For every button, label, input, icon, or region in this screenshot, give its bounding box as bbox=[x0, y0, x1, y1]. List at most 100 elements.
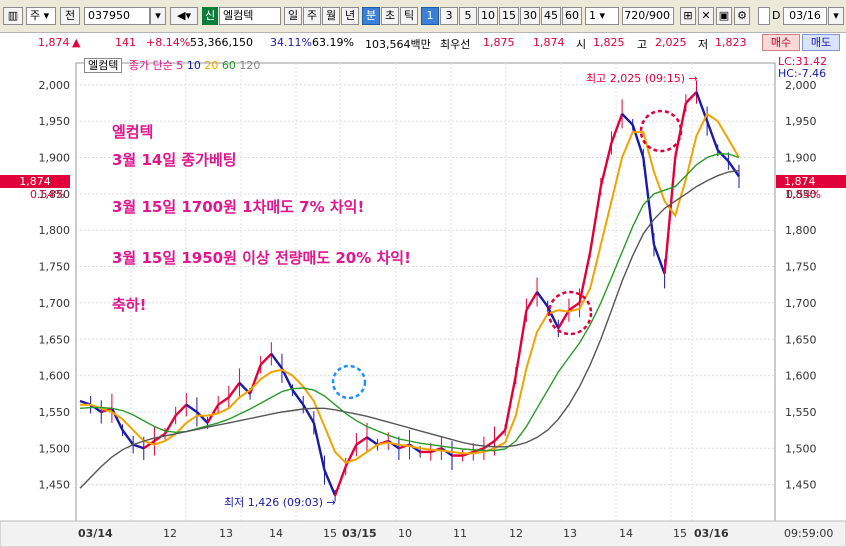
low-value: 1,823 bbox=[715, 36, 747, 49]
type-select[interactable]: 주 ▾ bbox=[26, 7, 56, 25]
y-tick-left-7: 1,800 bbox=[39, 224, 71, 237]
bid-value: 1,874 bbox=[533, 36, 565, 49]
sell-button[interactable]: 매도 bbox=[802, 34, 840, 51]
y-tick-left-0: 1,450 bbox=[39, 479, 71, 492]
price-segment-60 bbox=[705, 120, 719, 151]
price-segment-61 bbox=[716, 149, 730, 162]
up-arrow-icon: ▲ bbox=[72, 36, 81, 49]
date-checkbox[interactable] bbox=[758, 7, 770, 25]
code-input[interactable]: 037950 bbox=[84, 7, 150, 25]
price-segment-62 bbox=[727, 160, 740, 178]
open-label: 시 bbox=[576, 38, 587, 51]
x-label-3: 14 bbox=[269, 527, 283, 540]
count-display[interactable]: 720/900 bbox=[622, 7, 674, 25]
price-segment-15 bbox=[227, 382, 241, 399]
legend-ma20: 20 bbox=[204, 59, 219, 72]
interval-15[interactable]: 15 bbox=[499, 7, 519, 25]
stock-name-field[interactable]: 엘컴텍 bbox=[219, 7, 281, 25]
layout-icon[interactable]: ▥ bbox=[3, 7, 23, 25]
settings-icon[interactable]: ⚙ bbox=[734, 7, 750, 25]
volume-value: 53,366,150 bbox=[190, 36, 253, 49]
crosshair-icon[interactable]: ✕ bbox=[698, 7, 714, 25]
lc-value: LC:31.42 bbox=[778, 55, 828, 68]
market-tag: 신 bbox=[202, 7, 218, 25]
note-line-4: 3월 15일 1950원 이상 전량매도 20% 차익! bbox=[112, 249, 411, 267]
note-line-3: 3월 15일 1700원 1차매도 7% 차익! bbox=[112, 198, 365, 216]
note-line-1: 엘컴텍 bbox=[112, 123, 154, 141]
buy-button[interactable]: 매수 bbox=[762, 34, 800, 51]
y-tick-right-2: 1,550 bbox=[785, 406, 817, 419]
calendar-icon[interactable]: ▾ bbox=[828, 7, 844, 25]
tab-minute[interactable]: 분 bbox=[362, 7, 380, 25]
y-tick-right-5: 1,700 bbox=[785, 297, 817, 310]
price-segment-39 bbox=[483, 440, 496, 450]
tab-year[interactable]: 년 bbox=[341, 7, 359, 25]
x-label-5: 03/15 bbox=[342, 527, 377, 540]
sell-circle-1 bbox=[547, 290, 593, 336]
price-segment-19 bbox=[270, 353, 283, 370]
speaker-icon[interactable]: ◀▾ bbox=[170, 7, 198, 25]
candle-icon[interactable]: ⊞ bbox=[680, 7, 696, 25]
tab-day[interactable]: 일 bbox=[284, 7, 302, 25]
interval-30[interactable]: 30 bbox=[520, 7, 540, 25]
price-segment-22 bbox=[302, 404, 315, 424]
y-tick-right-1: 1,500 bbox=[785, 442, 817, 455]
quote-bar: 1,874 ▲ 141 +8.14% 53,366,150 34.11% 63.… bbox=[0, 33, 846, 54]
x-label-4: 15 bbox=[323, 527, 337, 540]
price-segment-23 bbox=[312, 422, 326, 471]
price-segment-54 bbox=[642, 157, 656, 245]
date-input[interactable]: 03/16 bbox=[783, 7, 827, 25]
price-segment-49 bbox=[589, 186, 603, 253]
y-tick-right-8: 1,850 bbox=[785, 188, 817, 201]
price-chart: 1,450 1,450 1,500 1,500 1,550 1,550 1,600 1,600… bbox=[0, 62, 846, 547]
price-segment-47 bbox=[568, 301, 581, 312]
price-segment-53 bbox=[631, 124, 645, 158]
time-label: 09:59:00 bbox=[784, 527, 834, 540]
y-tick-left-11: 2,000 bbox=[39, 79, 71, 92]
y-tick-left-9: 1,900 bbox=[39, 152, 71, 165]
tab-week[interactable]: 주 bbox=[303, 7, 321, 25]
multiplier-select[interactable]: 1 ▾ bbox=[585, 7, 619, 25]
price-segment-27 bbox=[355, 436, 368, 446]
price-segment-40 bbox=[493, 429, 507, 442]
price-segment-7 bbox=[143, 440, 156, 450]
interval-5[interactable]: 5 bbox=[459, 7, 477, 25]
price-segment-10 bbox=[174, 403, 188, 417]
legend-ma60: 60 bbox=[221, 59, 236, 72]
x-label-0: 03/14 bbox=[78, 527, 113, 540]
price-segment-46 bbox=[557, 309, 570, 329]
current-price-tag-left: 1,874 bbox=[0, 175, 70, 188]
save-icon[interactable]: ▣ bbox=[716, 7, 732, 25]
y-tick-right-7: 1,800 bbox=[785, 224, 817, 237]
x-label-9: 13 bbox=[563, 527, 577, 540]
interval-10[interactable]: 10 bbox=[478, 7, 498, 25]
price-segment-12 bbox=[196, 411, 209, 424]
price-segment-55 bbox=[652, 244, 666, 275]
type-label: 주 bbox=[30, 9, 41, 22]
ma-line-60 bbox=[79, 169, 740, 489]
interval-1[interactable]: 1 bbox=[421, 7, 439, 25]
price-segment-41 bbox=[503, 375, 517, 431]
y-tick-left-4: 1,650 bbox=[39, 333, 71, 346]
prev-button[interactable]: 전 bbox=[60, 7, 80, 25]
price-segment-57 bbox=[674, 102, 688, 158]
tab-tick[interactable]: 틱 bbox=[400, 7, 418, 25]
vol-ratio: 63.19% bbox=[312, 36, 354, 49]
price-segment-18 bbox=[259, 352, 273, 366]
high-note: 최고 2,025 (09:15) → bbox=[586, 72, 698, 85]
legend-stock-name[interactable]: 엘컴텍 bbox=[84, 58, 123, 73]
plot-frame bbox=[75, 62, 776, 522]
tab-second[interactable]: 초 bbox=[381, 7, 399, 25]
priority-label: 최우선 bbox=[440, 38, 471, 51]
code-dropdown-icon[interactable]: ▾ bbox=[150, 7, 166, 25]
y-tick-left-6: 1,750 bbox=[39, 261, 71, 274]
y-tick-right-9: 1,900 bbox=[785, 152, 817, 165]
interval-3[interactable]: 3 bbox=[440, 7, 458, 25]
tab-month[interactable]: 월 bbox=[322, 7, 340, 25]
y-tick-right-4: 1,650 bbox=[785, 333, 817, 346]
interval-45[interactable]: 45 bbox=[541, 7, 561, 25]
entry-circle bbox=[331, 364, 367, 400]
x-label-12: 03/16 bbox=[694, 527, 729, 540]
high-value: 2,025 bbox=[655, 36, 687, 49]
interval-60[interactable]: 60 bbox=[562, 7, 582, 25]
